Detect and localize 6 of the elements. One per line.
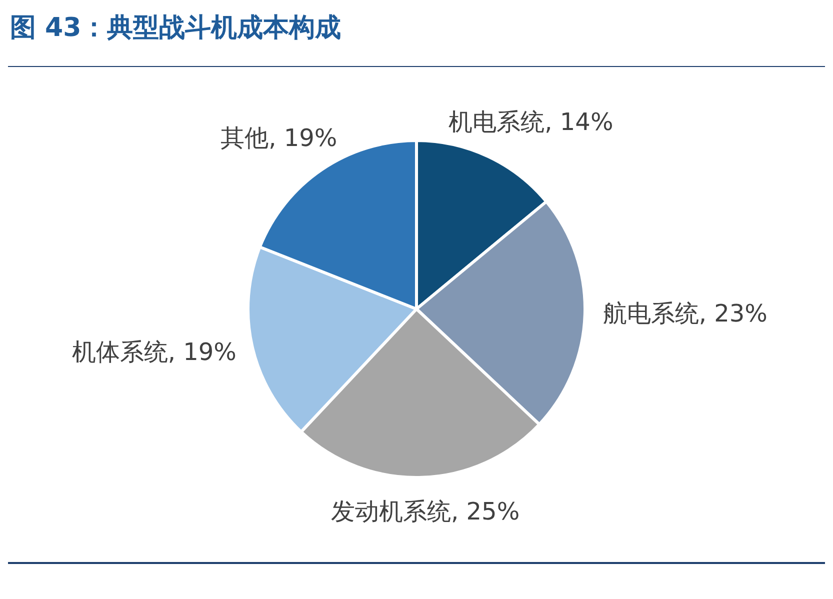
slice-label: 其他, 19% [220, 124, 338, 152]
slice-label: 机电系统, 14% [448, 108, 614, 136]
slice-label: 发动机系统, 25% [331, 498, 520, 526]
chart-title: 图 43：典型战斗机成本构成 [9, 12, 342, 45]
slice-label: 航电系统, 23% [602, 300, 768, 328]
slice-label: 机体系统, 19% [72, 338, 236, 366]
